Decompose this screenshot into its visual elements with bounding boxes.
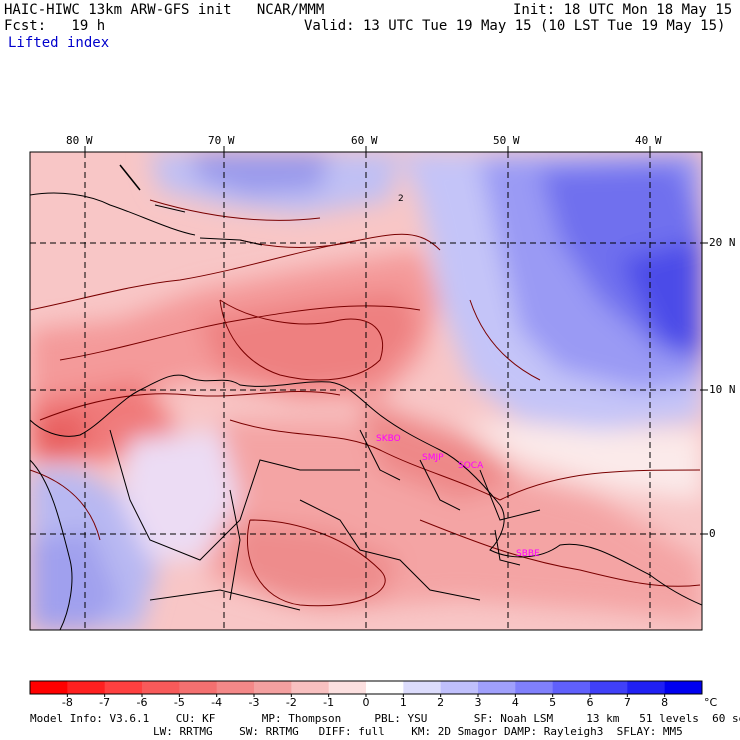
colorbar-tick-label: 6 bbox=[587, 696, 594, 709]
lon-label-80w: 80 W bbox=[66, 134, 93, 147]
colorbar-tick-label: 8 bbox=[661, 696, 668, 709]
colorbar-swatch bbox=[254, 681, 292, 694]
init-time: Init: 18 UTC Mon 18 May 15 bbox=[513, 2, 733, 18]
colorbar-swatch bbox=[67, 681, 106, 694]
colorbar-swatch bbox=[328, 681, 367, 694]
station-soca: SOCA bbox=[458, 461, 484, 471]
lat-label-0: 0 bbox=[709, 527, 716, 540]
colorbar-tick-label: -5 bbox=[174, 696, 185, 709]
colorbar-tick-label: 0 bbox=[363, 696, 370, 709]
colorbar-swatch bbox=[440, 681, 479, 694]
colorbar-swatch bbox=[291, 681, 330, 694]
lat-lon-grid bbox=[30, 152, 702, 630]
colorbar: -8 -7 -6 -5 -4 -3 -2 -1 0 1 2 3 4 5 6 7 8 °C bbox=[29, 680, 718, 709]
model-title: HAIC-HIWC 13km ARW-GFS init NCAR/MMM bbox=[4, 2, 325, 18]
colorbar-swatch bbox=[515, 681, 554, 694]
colorbar-swatch bbox=[30, 681, 68, 694]
model-info-line2: LW: RRTMG SW: RRTMG DIFF: full KM: 2D Sm… bbox=[153, 725, 683, 738]
field-name: Lifted index bbox=[8, 35, 110, 51]
colorbar-tick-label: 4 bbox=[512, 696, 519, 709]
lon-label-70w: 70 W bbox=[208, 134, 235, 147]
colorbar-swatch bbox=[664, 681, 703, 694]
colorbar-tick-label: 5 bbox=[549, 696, 556, 709]
axis-ticks bbox=[84, 146, 708, 535]
lat-label-20n: 20 N bbox=[709, 236, 736, 249]
station-sbbe: SBBE bbox=[516, 549, 540, 559]
lat-label-10n: 10 N bbox=[709, 383, 736, 396]
model-info-line1: Model Info: V3.6.1 CU: KF MP: Thompson P… bbox=[30, 712, 740, 725]
colorbar-swatch bbox=[179, 681, 218, 694]
colorbar-tick-label: -1 bbox=[323, 696, 334, 709]
lon-label-60w: 60 W bbox=[351, 134, 378, 147]
station-smjp: SMJP bbox=[422, 453, 444, 463]
station-labels: SKBO SMJP SOCA SBBE bbox=[376, 434, 540, 559]
colorbar-swatch bbox=[366, 681, 404, 694]
lon-label-40w: 40 W bbox=[635, 134, 662, 147]
colorbar-tick-label: -6 bbox=[137, 696, 148, 709]
colorbar-swatch bbox=[478, 681, 516, 694]
colorbar-swatch bbox=[216, 681, 255, 694]
colorbar-swatch bbox=[104, 681, 143, 694]
colorbar-tick-label: 2 bbox=[437, 696, 444, 709]
contour-lines bbox=[30, 199, 701, 607]
lon-label-50w: 50 W bbox=[493, 134, 520, 147]
colorbar-swatch bbox=[403, 681, 442, 694]
colorbar-tick-label: -2 bbox=[286, 696, 297, 709]
colorbar-tick-label: -8 bbox=[62, 696, 73, 709]
colorbar-swatch bbox=[552, 681, 591, 694]
colorbar-tick-label: 7 bbox=[624, 696, 631, 709]
colorbar-tick-label: -7 bbox=[99, 696, 110, 709]
colorbar-tick-label: 3 bbox=[475, 696, 482, 709]
colorbar-swatch bbox=[627, 681, 666, 694]
valid-time: Valid: 13 UTC Tue 19 May 15 (10 LST Tue … bbox=[304, 18, 726, 34]
map-frame bbox=[29, 151, 703, 631]
colorbar-tick-label: -4 bbox=[211, 696, 222, 709]
colorbar-unit: °C bbox=[704, 696, 718, 709]
colorbar-swatch bbox=[590, 681, 628, 694]
colorbar-tick-label: -3 bbox=[249, 696, 260, 709]
colorbar-swatch bbox=[142, 681, 180, 694]
contour-label: 2 bbox=[398, 194, 404, 204]
lifted-index-field bbox=[30, 152, 702, 630]
forecast-hour: Fcst: 19 h bbox=[4, 18, 106, 34]
colorbar-tick-label: 1 bbox=[400, 696, 407, 709]
station-skbo: SKBO bbox=[376, 434, 401, 444]
